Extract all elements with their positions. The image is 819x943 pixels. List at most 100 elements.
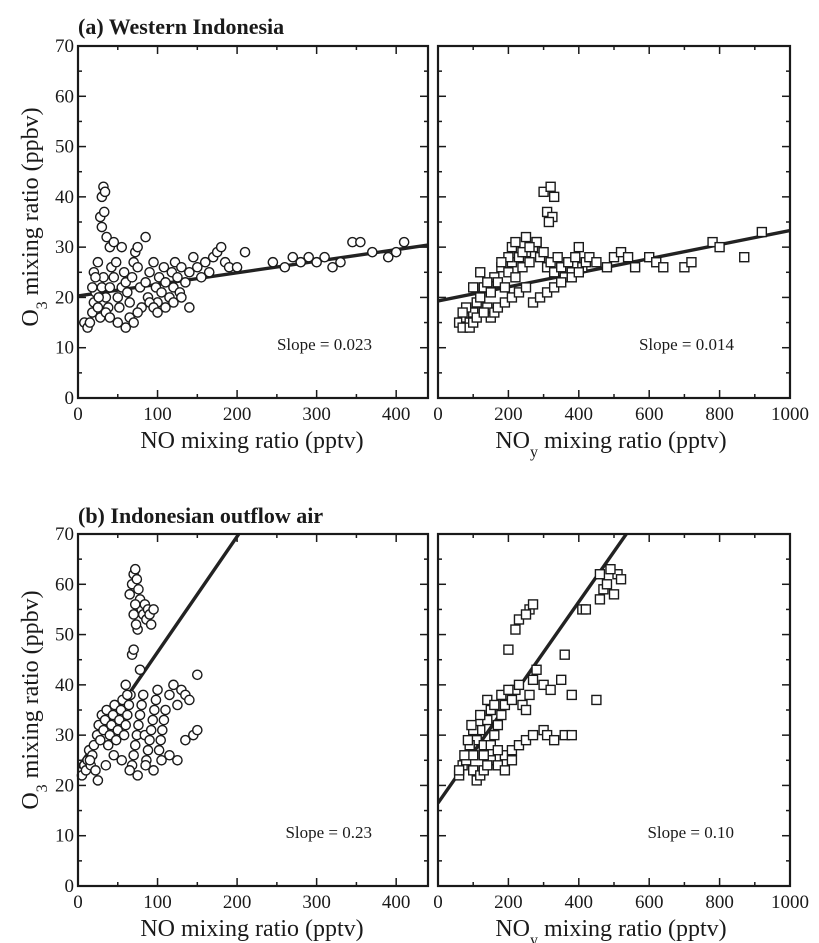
ytick-label: 10 [55,338,74,359]
regression-line [438,228,790,303]
data-point [128,644,139,655]
data-point [132,261,143,273]
xtick-label: 800 [705,892,734,913]
data-point [492,745,504,756]
xlabel-a-left: NO mixing ratio (pptv) [140,428,363,454]
data-point [527,729,539,741]
data-point [468,750,479,761]
data-point [104,312,116,323]
data-point [482,760,493,771]
data-point [150,694,162,706]
data-point [548,734,560,746]
xtick-label: 200 [494,892,523,913]
data-point [478,750,489,761]
data-point [110,734,122,746]
data-point [714,241,725,253]
data-point [118,266,130,278]
data-point [152,684,163,696]
data-point [601,579,613,590]
data-point [168,679,179,691]
data-point [475,709,486,721]
panel-b-title: (b) Indonesian outflow air [78,503,323,528]
data-point [176,261,187,273]
data-point [108,236,120,248]
data-point [195,272,207,283]
data-point [153,744,165,756]
ytick-label: 30 [55,725,74,746]
data-point [133,584,144,595]
xtick-label: 200 [223,892,252,913]
data-point [453,765,465,776]
xtick-label: 800 [705,404,734,425]
data-point [506,755,518,766]
ytick-label: 60 [55,574,74,595]
data-point [98,206,110,218]
data-point [543,216,555,228]
data-point [90,765,101,776]
data-point [122,689,133,701]
data-point [496,257,507,268]
data-point [144,734,155,746]
data-point [180,734,191,746]
data-point [215,241,227,253]
data-point [168,297,179,308]
data-point [93,292,104,303]
data-point [499,765,511,776]
svg-text:O3 mixing ratio (ppbv): O3 mixing ratio (ppbv) [18,590,51,809]
data-point [303,251,314,263]
xlabel-a-right: NOy mixing ratio (pptv) [495,428,726,461]
data-point [112,292,124,303]
data-point [552,251,563,263]
data-point [96,221,108,233]
data-point [134,709,146,721]
data-point [199,256,211,268]
data-point [573,241,584,253]
data-point [158,714,170,726]
data-point [164,749,175,761]
data-point [287,251,299,263]
panel-a-right: 0 200 400 600 800 1000 Slope = 0.014 [433,44,809,425]
data-point [108,749,120,761]
ytick-label: 40 [55,675,74,696]
data-point [485,287,496,298]
data-point [129,599,141,610]
ytick-label: 0 [65,876,75,897]
data-point [132,307,143,318]
data-point [192,724,203,736]
data-point [739,251,750,263]
panel-b-left: 0 10 20 30 40 50 60 70 0 100 200 300 400 Slope = 0.23 [55,524,430,913]
plot-frame [436,44,792,400]
slope-label: Slope = 0.014 [639,335,735,354]
data-point [468,282,479,293]
data-point [545,684,556,696]
xtick-label: 300 [302,892,331,913]
plot-frame [76,532,430,888]
data-point [172,272,183,283]
data-point [92,256,104,268]
regression-line [78,534,241,769]
data-point [390,246,402,258]
data-point [180,277,191,288]
data-point [556,674,567,686]
data-point [110,256,122,268]
data-point [545,181,556,193]
data-point [580,604,592,615]
data-point [510,236,521,248]
panel-a-title: (a) Western Indonesia [78,14,284,39]
data-point [503,644,514,655]
data-point [148,765,159,776]
slope-label: Slope = 0.23 [285,823,372,842]
xtick-label: 1000 [771,892,809,913]
data-point [605,564,616,575]
data-point [520,704,532,716]
ylabel-a: O3 mixing ratio (ppbv) [18,107,51,326]
data-point [145,619,157,630]
data-point [367,246,378,258]
data-point [556,277,567,288]
xtick-label: 400 [382,892,411,913]
xtick-label: 1000 [771,404,809,425]
data-point [594,569,606,580]
svg-text:O3 mixing ratio (ppbv): O3 mixing ratio (ppbv) [18,107,51,326]
data-point [192,261,203,273]
data-point [94,734,106,746]
